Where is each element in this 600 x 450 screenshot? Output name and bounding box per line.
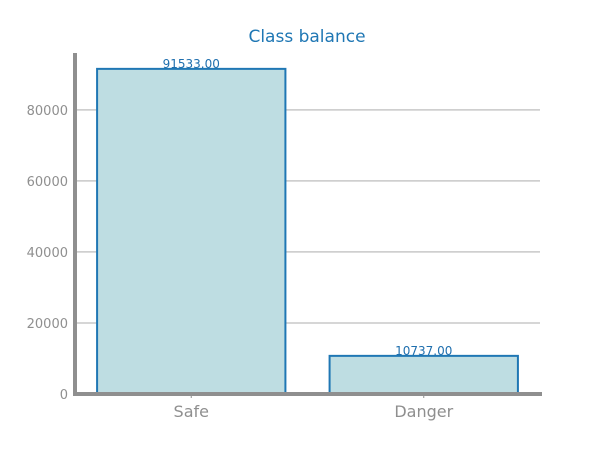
y-tick-label: 20000 — [27, 317, 68, 332]
tick-labels: 0 20000 40000 60000 80000 Safe Danger — [27, 104, 454, 421]
y-tick-label: 60000 — [27, 175, 68, 190]
data-label: 10737.00 — [395, 344, 452, 358]
x-tick-label: Danger — [394, 402, 453, 421]
x-tick-label: Safe — [174, 402, 209, 421]
y-tick-label: 40000 — [27, 246, 68, 261]
bars — [96, 67, 519, 395]
data-label: 91533.00 — [163, 57, 220, 71]
data-labels: 91533.00 10737.00 — [163, 57, 453, 358]
bar-danger — [328, 354, 519, 395]
chart-title: Class balance — [248, 27, 365, 47]
bar-safe — [96, 67, 287, 395]
y-tick-label: 0 — [60, 388, 68, 403]
y-tick-label: 80000 — [27, 104, 68, 119]
